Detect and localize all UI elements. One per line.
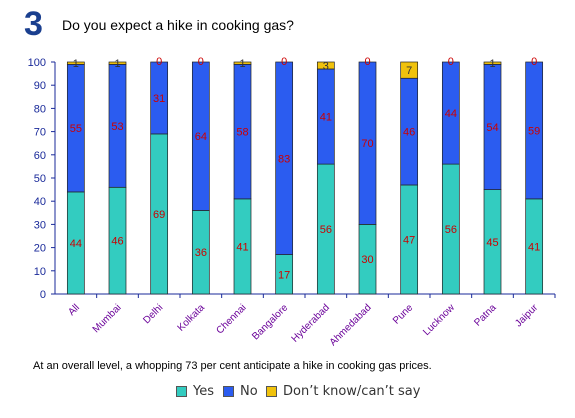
bar-segment-dont-know (108, 61, 127, 65)
value-label-yes: 44 (70, 238, 82, 250)
legend-item-yes: Yes (176, 384, 214, 399)
value-label-no: 53 (111, 121, 123, 133)
value-label-no: 41 (320, 112, 332, 124)
value-label-dont-know: 0 (281, 56, 287, 68)
value-label-dont-know: 1 (239, 58, 245, 70)
bar-segment-no (525, 61, 544, 200)
value-label-yes: 17 (278, 269, 290, 281)
value-label-yes: 45 (486, 237, 498, 249)
y-tick-label: 80 (34, 103, 46, 115)
chart-caption: At an overall level, a whopping 73 per c… (33, 360, 432, 372)
legend-swatch-yes (176, 386, 187, 397)
value-label-yes: 56 (445, 224, 457, 236)
value-label-dont-know: 0 (531, 56, 537, 68)
value-label-no: 70 (361, 138, 373, 150)
category-label: Hyderabad (290, 302, 332, 344)
value-label-yes: 36 (195, 247, 207, 259)
y-tick-label: 90 (34, 80, 46, 92)
value-label-no: 46 (403, 127, 415, 139)
chart-title: Do you expect a hike in cooking gas? (62, 17, 294, 33)
value-label-dont-know: 1 (489, 58, 495, 70)
value-label-no: 31 (153, 93, 165, 105)
question-number: 3 (24, 5, 43, 43)
category-label: Mumbai (91, 302, 124, 335)
legend-label-yes: Yes (193, 384, 214, 399)
category-label: Chennai (214, 302, 248, 336)
value-label-dont-know: 0 (156, 56, 162, 68)
legend-swatch-dont-know (266, 386, 277, 397)
value-label-yes: 41 (236, 241, 248, 253)
bar-segment-no (150, 61, 169, 135)
value-label-dont-know: 7 (406, 65, 412, 77)
legend-item-no: No (223, 384, 258, 399)
y-tick-label: 100 (28, 57, 46, 69)
y-tick-label: 0 (40, 289, 46, 301)
value-label-no: 55 (70, 123, 82, 135)
legend-label-dont-know: Don’t know/can’t say (283, 384, 421, 399)
bar-segment-dont-know (483, 61, 502, 65)
bar-segment-no (191, 61, 210, 211)
value-label-yes: 47 (403, 234, 415, 246)
value-label-no: 59 (528, 125, 540, 137)
value-label-yes: 41 (528, 241, 540, 253)
bar-segment-dont-know (233, 61, 252, 65)
bar-segment-no (358, 61, 377, 225)
value-label-no: 54 (486, 122, 498, 134)
y-tick-label: 50 (34, 173, 46, 185)
bar-segment-dont-know (316, 61, 335, 70)
y-tick-label: 40 (34, 196, 46, 208)
y-tick-label: 70 (34, 127, 46, 139)
bar-segment-dont-know (66, 61, 85, 65)
bar-segment-dont-know (400, 61, 419, 79)
legend-label-no: No (240, 384, 258, 399)
value-label-dont-know: 1 (114, 58, 120, 70)
category-label: Lucknow (421, 302, 457, 338)
legend-swatch-no (223, 386, 234, 397)
category-label: Kolkata (176, 302, 208, 334)
category-label: Delhi (141, 302, 165, 326)
value-label-dont-know: 0 (364, 56, 370, 68)
y-tick-label: 20 (34, 243, 46, 255)
category-label: Ahmedabad (328, 302, 374, 348)
legend-item-dont-know: Don’t know/can’t say (266, 384, 420, 399)
value-label-no: 58 (236, 127, 248, 139)
value-label-yes: 46 (111, 236, 123, 248)
category-label: All (66, 302, 82, 318)
value-label-no: 44 (445, 108, 457, 120)
value-label-dont-know: 3 (323, 60, 329, 72)
y-tick-label: 10 (34, 266, 46, 278)
value-label-dont-know: 0 (198, 56, 204, 68)
value-label-dont-know: 0 (448, 56, 454, 68)
category-label: Bangalore (250, 302, 290, 342)
chart-legend: Yes No Don’t know/can’t say (0, 384, 575, 406)
y-tick-label: 60 (34, 150, 46, 162)
value-label-no: 64 (195, 131, 207, 143)
value-label-dont-know: 1 (73, 58, 79, 70)
bar-segment-no (441, 61, 460, 165)
chart-labels: 44551All46531Mumbai69310Delhi36640Kolkat… (66, 56, 540, 348)
value-label-yes: 69 (153, 209, 165, 221)
value-label-yes: 56 (320, 224, 332, 236)
bar-segment-no (275, 61, 294, 255)
category-label: Jaipur (513, 302, 541, 330)
value-label-no: 83 (278, 153, 290, 165)
category-label: Pune (391, 302, 416, 327)
y-tick-label: 30 (34, 219, 46, 231)
chart-bars (66, 61, 544, 295)
value-label-yes: 30 (361, 254, 373, 266)
category-label: Patna (472, 302, 499, 329)
